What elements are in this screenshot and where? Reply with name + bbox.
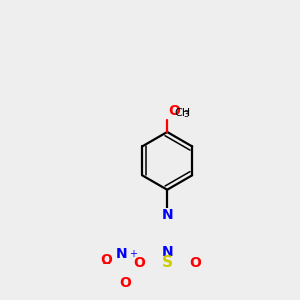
Text: N: N [116,247,127,260]
Text: +: + [129,249,137,259]
Text: O: O [100,253,112,267]
Text: 3: 3 [183,110,188,119]
Text: O: O [189,256,201,270]
Text: N: N [161,208,173,222]
Text: N: N [161,245,173,260]
Text: O: O [120,276,131,290]
Text: CH: CH [174,108,190,118]
Text: −: − [102,259,111,269]
Text: O: O [168,103,180,118]
Text: O: O [133,256,145,270]
Text: S: S [162,255,173,270]
